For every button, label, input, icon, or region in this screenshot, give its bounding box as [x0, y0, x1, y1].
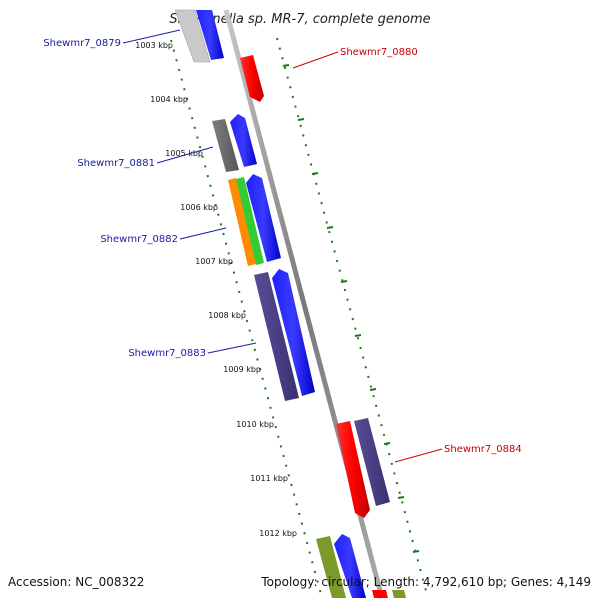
leader-0879 — [122, 29, 181, 44]
gene-label-0881[interactable]: Shewmr7_0881 — [77, 158, 155, 169]
gene-feature-bottom-olive-2 — [392, 590, 406, 598]
gene-feature-bottom-olive — [316, 536, 346, 598]
tick-label-1007: 1007 kbp — [195, 257, 233, 266]
gene-feature-bottom-blue — [334, 534, 366, 598]
gene-feature-0884 — [336, 421, 370, 518]
gene-feature-bottom-red — [372, 590, 388, 598]
leader-0883 — [207, 342, 257, 354]
gene-feature-0882-orange — [228, 178, 256, 266]
gene-feature-0881-gray — [212, 119, 239, 172]
accession-text: Accession: NC_008322 — [8, 575, 144, 589]
topology-text: Topology: circular; Length: 4,792,610 bp… — [260, 575, 591, 589]
tick-label-1008: 1008 kbp — [208, 311, 246, 320]
inner-tick-rail — [170, 39, 323, 599]
gene-label-0882[interactable]: Shewmr7_0882 — [100, 234, 178, 245]
tick-label-1005: 1005 kbp — [165, 149, 203, 158]
gene-feature-0880 — [240, 55, 264, 102]
gene-feature-0879-gray — [174, 9, 211, 63]
gene-feature-0884-purple — [354, 418, 390, 506]
gene-features — [174, 9, 406, 598]
tick-label-1004: 1004 kbp — [150, 95, 188, 104]
gene-labels: Shewmr7_0879 Shewmr7_0880 Shewmr7_0881 S… — [43, 38, 521, 455]
gene-feature-0883-purple — [254, 272, 299, 401]
map-title: Shewanella sp. MR-7, complete genome — [169, 12, 430, 27]
gene-feature-0882 — [246, 174, 281, 262]
outer-major-ticks — [282, 64, 420, 553]
tick-label-1009: 1009 kbp — [223, 365, 261, 374]
tick-label-1003: 1003 kbp — [135, 41, 173, 50]
gene-label-leaders — [122, 29, 443, 463]
tick-rails — [170, 37, 429, 599]
gene-feature-0881 — [230, 114, 257, 167]
gene-feature-0879 — [196, 10, 224, 60]
leader-0881 — [156, 146, 214, 164]
tick-label-1010: 1010 kbp — [236, 420, 274, 429]
gene-label-0880[interactable]: Shewmr7_0880 — [340, 47, 418, 58]
tick-label-1011: 1011 kbp — [250, 474, 288, 483]
gene-label-0879[interactable]: Shewmr7_0879 — [43, 38, 121, 49]
leader-0884 — [394, 448, 443, 463]
gene-label-0883[interactable]: Shewmr7_0883 — [128, 348, 206, 359]
outer-tick-rail — [276, 37, 429, 599]
gene-label-0884[interactable]: Shewmr7_0884 — [444, 444, 522, 455]
tick-label-1006: 1006 kbp — [180, 203, 218, 212]
gene-feature-0882-green — [236, 177, 264, 265]
leader-0880 — [292, 51, 339, 69]
tick-labels: 1003 kbp 1004 kbp 1005 kbp 1006 kbp 1007… — [135, 41, 297, 538]
tick-label-1012: 1012 kbp — [259, 529, 297, 538]
leader-0882 — [179, 227, 227, 240]
gene-feature-0883 — [272, 269, 315, 396]
